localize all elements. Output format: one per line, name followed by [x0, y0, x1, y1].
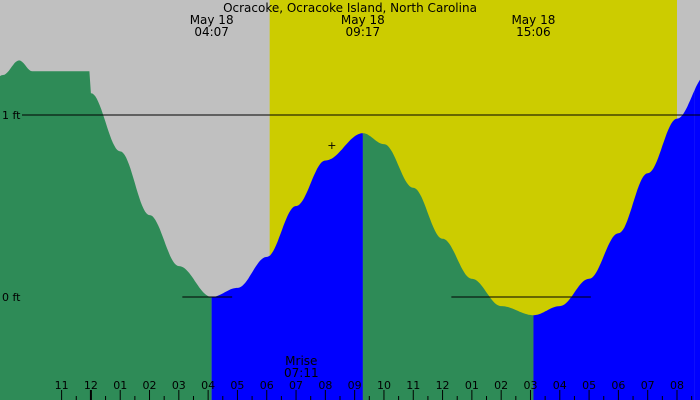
x-tick-label: 12: [84, 379, 98, 392]
tide-areas: [0, 60, 700, 400]
moonrise-label: Mrise: [285, 354, 317, 368]
x-tick-label: 12: [436, 379, 450, 392]
x-tick-label: 06: [611, 379, 625, 392]
tide-event-date: May 18: [341, 13, 385, 27]
rising-tide-area: [211, 133, 363, 400]
x-tick-label: 09: [348, 379, 362, 392]
x-tick-label: 05: [582, 379, 596, 392]
x-tick-label: 10: [377, 379, 391, 392]
tide-event-date: May 18: [511, 13, 555, 27]
reference-lines: 1 ft 0 ft +: [2, 109, 700, 304]
tide-event-time: 04:07: [194, 25, 229, 39]
x-tick-label: 04: [201, 379, 215, 392]
x-tick-label: 11: [406, 379, 420, 392]
x-tick-label: 05: [230, 379, 244, 392]
x-tick-label: 01: [465, 379, 479, 392]
tide-event-date: May 18: [190, 13, 234, 27]
x-tick-label: 08: [670, 379, 684, 392]
x-tick-label: 07: [289, 379, 303, 392]
x-tick-label: 04: [553, 379, 567, 392]
rising-tide-area: [533, 90, 695, 400]
x-tick-label: 03: [172, 379, 186, 392]
moonrise-time: 07:11: [284, 366, 319, 380]
x-tick-label: 02: [494, 379, 508, 392]
x-tick-label: 07: [641, 379, 655, 392]
falling-tide-area: [362, 133, 534, 400]
chart-title: Ocracoke, Ocracoke Island, North Carolin…: [223, 1, 477, 15]
x-tick-label: 02: [143, 379, 157, 392]
x-tick-label: 11: [55, 379, 69, 392]
x-tick-label: 01: [113, 379, 127, 392]
tide-event-time: 09:17: [346, 25, 381, 39]
tide-event-time: 15:06: [516, 25, 551, 39]
x-tick-label: 06: [260, 379, 274, 392]
y-reference-label: 1 ft: [2, 109, 21, 122]
rising-tide-area: [694, 79, 700, 400]
y-reference-label: 0 ft: [2, 291, 21, 304]
falling-tide-area: [0, 60, 212, 400]
high-tide-marker: +: [327, 139, 336, 152]
x-tick-label: 08: [318, 379, 332, 392]
x-tick-label: 03: [523, 379, 537, 392]
